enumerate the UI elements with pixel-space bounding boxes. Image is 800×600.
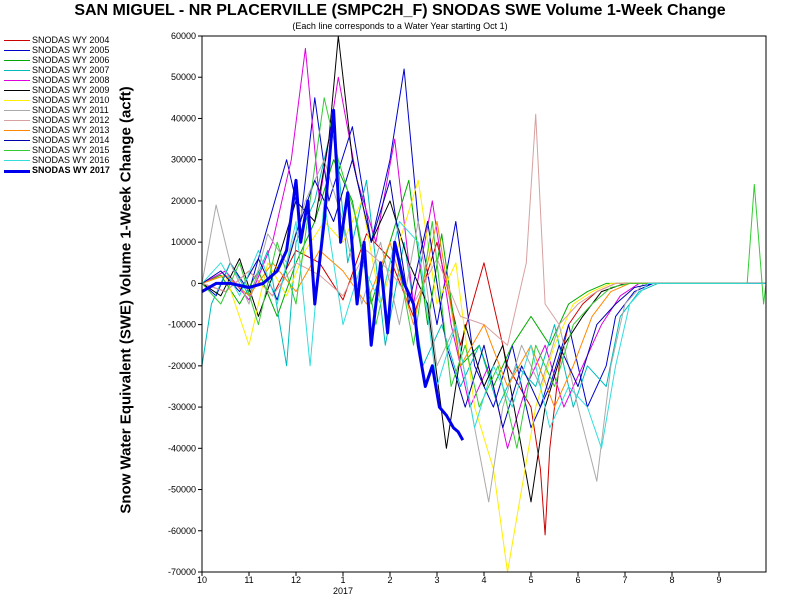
legend-item: SNODAS WY 2013 [4, 125, 154, 135]
legend-label: SNODAS WY 2006 [32, 55, 110, 65]
x-tick-label: 11 [244, 575, 253, 585]
legend-swatch [4, 140, 30, 141]
y-tick-label: -10000 [168, 320, 196, 330]
legend-item: SNODAS WY 2014 [4, 135, 154, 145]
legend-swatch [4, 100, 30, 101]
series-line-snodas-wy-2013 [201, 221, 766, 408]
legend-item: SNODAS WY 2012 [4, 115, 154, 125]
legend-item: SNODAS WY 2011 [4, 105, 154, 115]
x-tick-label: 7 [622, 575, 627, 585]
legend-item: SNODAS WY 2015 [4, 145, 154, 155]
x-tick-label: 2 [387, 575, 392, 585]
x-tick-label: 8 [669, 575, 674, 585]
legend-swatch [4, 110, 30, 111]
legend-swatch [4, 70, 30, 71]
series-line-snodas-wy-2012 [201, 113, 766, 346]
x-tick-label: 1 [340, 575, 345, 585]
legend-item: SNODAS WY 2009 [4, 85, 154, 95]
y-tick-label: 0 [191, 278, 196, 288]
x-year-label: 2017 [333, 586, 353, 596]
x-tick-label: 3 [434, 575, 439, 585]
legend-label: SNODAS WY 2009 [32, 85, 110, 95]
x-tick-label: 4 [481, 575, 486, 585]
y-tick-label: 30000 [171, 155, 196, 165]
legend-swatch [4, 60, 30, 61]
y-tick-label: 20000 [171, 196, 196, 206]
legend-item: SNODAS WY 2010 [4, 95, 154, 105]
legend-label: SNODAS WY 2014 [32, 135, 110, 145]
y-tick-label: 10000 [171, 237, 196, 247]
legend-item: SNODAS WY 2004 [4, 35, 154, 45]
y-tick-label: 60000 [171, 31, 196, 41]
y-tick-label: -70000 [168, 567, 196, 577]
legend-swatch [4, 160, 30, 161]
x-tick-label: 12 [291, 575, 301, 585]
legend-label: SNODAS WY 2004 [32, 35, 110, 45]
legend-item: SNODAS WY 2007 [4, 65, 154, 75]
x-tick-label: 9 [716, 575, 721, 585]
y-tick-label: -30000 [168, 402, 196, 412]
y-tick-label: -60000 [168, 526, 196, 536]
series-layer [201, 35, 767, 573]
legend-label: SNODAS WY 2016 [32, 155, 110, 165]
series-line-snodas-wy-2011 [201, 159, 766, 503]
series-line-snodas-wy-2004 [201, 233, 766, 536]
axes-layer: 60000 50000 40000 30000 20000 10000 0 -10000 -20… [168, 31, 722, 596]
series-line-snodas-wy-2007 [201, 118, 766, 408]
legend-label: SNODAS WY 2010 [32, 95, 110, 105]
plot-frame [201, 35, 767, 573]
legend-swatch [4, 80, 30, 81]
series-line-snodas-wy-2008 [201, 47, 766, 449]
legend-item: SNODAS WY 2016 [4, 155, 154, 165]
legend-label: SNODAS WY 2017 [32, 165, 110, 175]
legend-item: SNODAS WY 2006 [4, 55, 154, 65]
legend-label: SNODAS WY 2012 [32, 115, 110, 125]
legend-swatch [4, 90, 30, 91]
series-line-snodas-wy-2017 [201, 108, 465, 441]
legend-item: SNODAS WY 2008 [4, 75, 154, 85]
legend-item: SNODAS WY 2017 [4, 165, 154, 175]
x-tick-label: 10 [197, 575, 207, 585]
x-tick-label: 5 [528, 575, 533, 585]
legend-swatch [4, 170, 30, 173]
legend-swatch [4, 150, 30, 151]
y-tick-label: 40000 [171, 113, 196, 123]
chart-title: SAN MIGUEL - NR PLACERVILLE (SMPC2H_F) S… [74, 2, 726, 19]
series-line-snodas-wy-2010 [201, 179, 766, 573]
legend-label: SNODAS WY 2015 [32, 145, 110, 155]
legend-label: SNODAS WY 2005 [32, 45, 110, 55]
legend: SNODAS WY 2004 SNODAS WY 2005 SNODAS WY 20… [4, 35, 154, 175]
chart-subtitle: (Each line corresponds to a Water Year s… [292, 21, 508, 31]
legend-label: SNODAS WY 2007 [32, 65, 110, 75]
y-tick-label: -40000 [168, 443, 196, 453]
legend-swatch [4, 50, 30, 51]
legend-label: SNODAS WY 2013 [32, 125, 110, 135]
legend-label: SNODAS WY 2011 [32, 105, 109, 115]
legend-swatch [4, 130, 30, 131]
legend-swatch [4, 120, 30, 121]
legend-item: SNODAS WY 2005 [4, 45, 154, 55]
y-tick-label: -50000 [168, 485, 196, 495]
y-tick-label: -20000 [168, 361, 196, 371]
legend-label: SNODAS WY 2008 [32, 75, 110, 85]
x-tick-label: 6 [575, 575, 580, 585]
legend-swatch [4, 40, 30, 41]
y-tick-label: 50000 [171, 72, 196, 82]
series-line-snodas-wy-2006 [201, 159, 766, 387]
series-line-snodas-wy-2005 [201, 68, 766, 429]
